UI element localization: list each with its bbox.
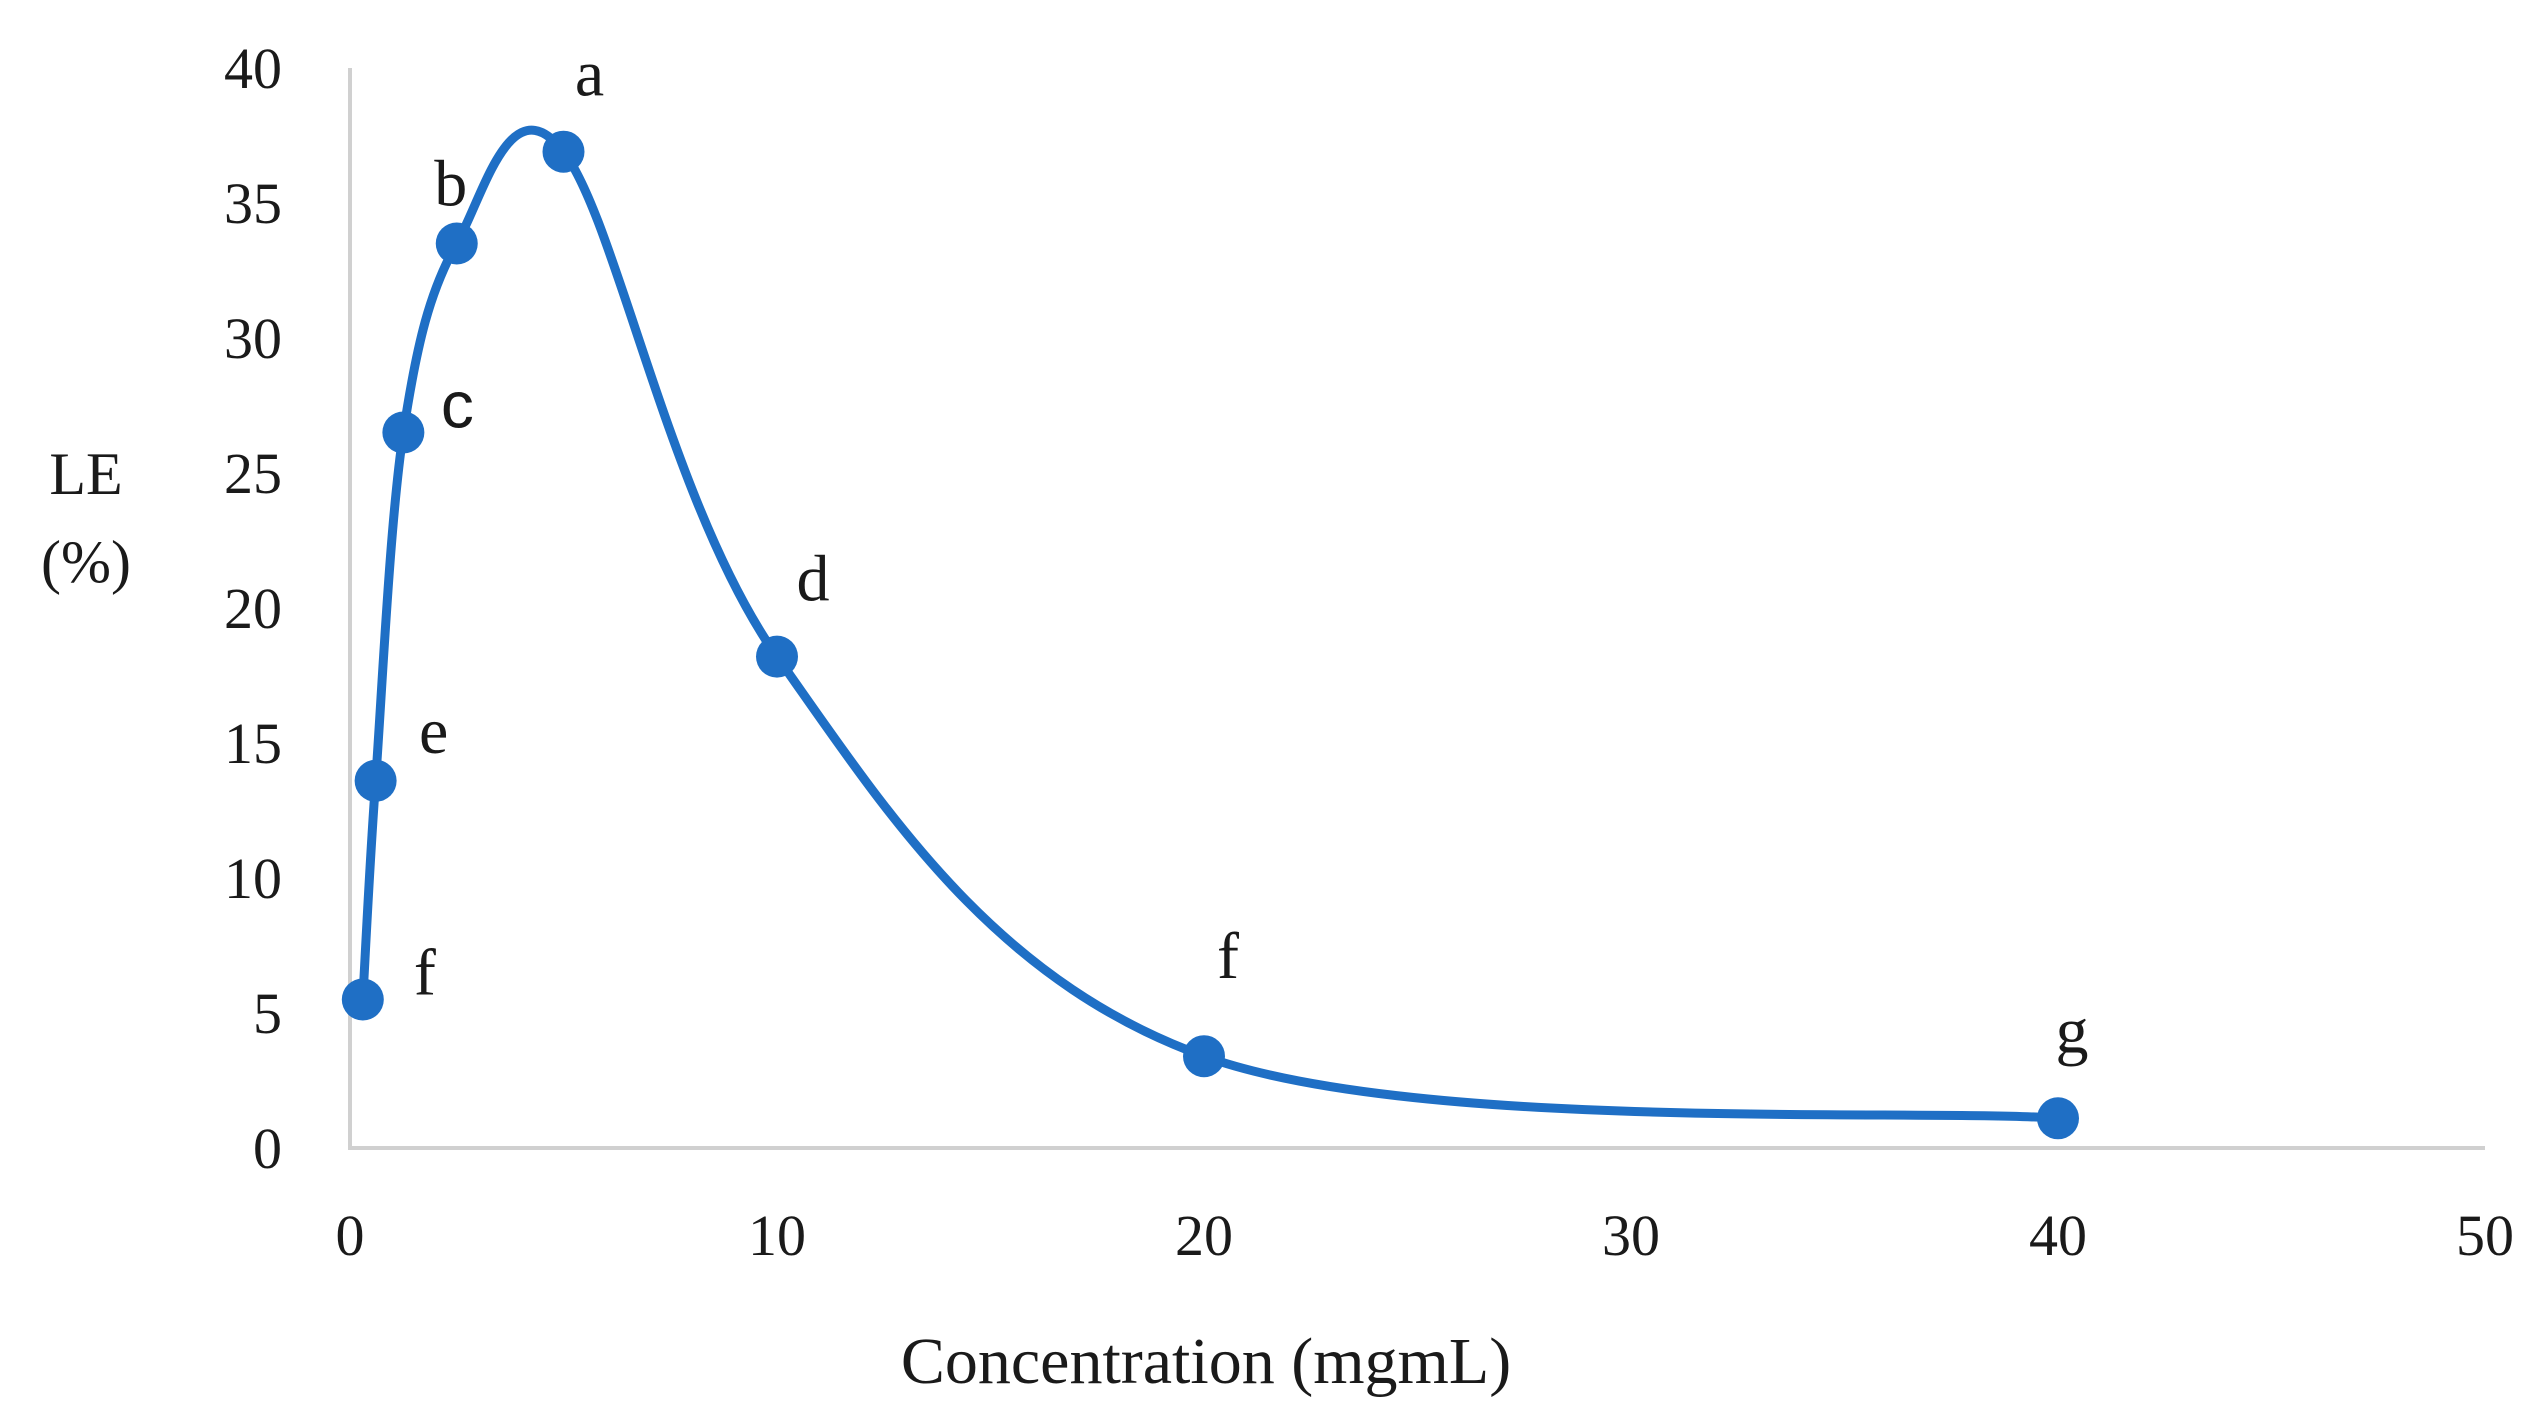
data-point-marker bbox=[2037, 1097, 2079, 1140]
data-point-label: f bbox=[1217, 920, 1239, 993]
data-point-label: f bbox=[414, 937, 436, 1010]
data-point-label: d bbox=[797, 543, 830, 616]
data-point-label: a bbox=[575, 38, 604, 111]
data-point-label: b bbox=[434, 148, 467, 221]
data-point-label: c bbox=[441, 368, 474, 442]
data-point-marker bbox=[382, 411, 425, 454]
y-tick-label: 40 bbox=[224, 36, 282, 101]
data-point-marker bbox=[1183, 1035, 1225, 1078]
y-tick-label: 15 bbox=[224, 711, 282, 776]
data-point-marker bbox=[756, 635, 798, 678]
x-tick-label: 40 bbox=[2029, 1203, 2087, 1268]
data-point-marker bbox=[354, 759, 397, 802]
x-tick-label: 10 bbox=[748, 1203, 806, 1268]
y-tick-label: 0 bbox=[253, 1116, 282, 1181]
data-point-label: g bbox=[2056, 994, 2089, 1067]
data-point-marker bbox=[341, 978, 384, 1021]
data-point-marker bbox=[435, 222, 478, 265]
data-markers bbox=[341, 130, 2079, 1140]
y-axis-title-line1: LE bbox=[49, 441, 122, 507]
data-point-label: e bbox=[419, 695, 448, 768]
x-axis-title: Concentration (mgmL) bbox=[901, 1325, 1511, 1398]
y-tick-label: 10 bbox=[224, 846, 282, 911]
y-tick-label: 30 bbox=[224, 306, 282, 371]
y-axis-title-line2: (%) bbox=[41, 529, 131, 595]
x-tick-labels: 0 10 20 30 40 50 bbox=[336, 1203, 2515, 1268]
x-tick-label: 0 bbox=[336, 1203, 365, 1268]
y-tick-labels: 0 5 10 15 20 25 30 35 40 bbox=[224, 36, 282, 1181]
y-tick-label: 5 bbox=[253, 981, 282, 1046]
y-tick-label: 25 bbox=[224, 441, 282, 506]
y-tick-label: 20 bbox=[224, 576, 282, 641]
y-tick-label: 35 bbox=[224, 171, 282, 236]
series-line bbox=[358, 125, 2063, 1123]
data-point-labels: f e c b a d f g bbox=[414, 38, 2089, 1068]
x-tick-label: 50 bbox=[2456, 1203, 2514, 1268]
data-point-marker bbox=[542, 130, 585, 173]
x-tick-label: 30 bbox=[1602, 1203, 1660, 1268]
x-tick-label: 20 bbox=[1175, 1203, 1233, 1268]
